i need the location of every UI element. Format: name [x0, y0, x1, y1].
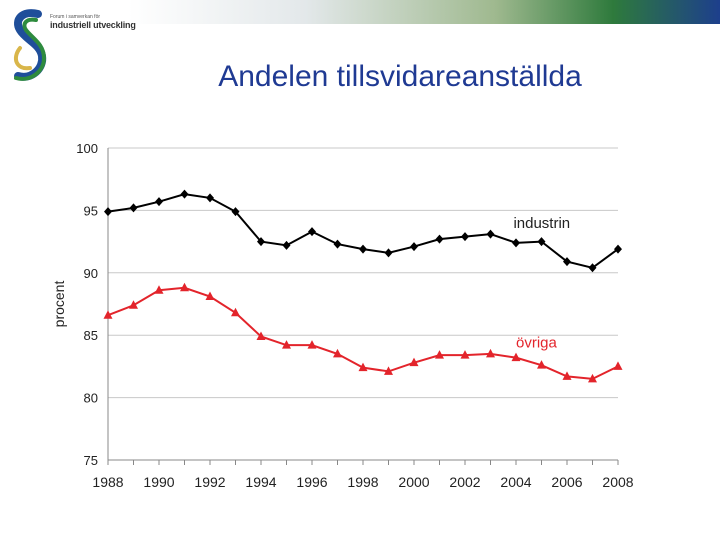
data-point-marker: [154, 285, 164, 294]
data-point-marker: [333, 348, 342, 358]
data-point-marker: [333, 239, 342, 249]
data-point-marker: [359, 244, 367, 254]
series-label-industrin: industrin: [513, 215, 570, 232]
x-tick-label: 2004: [500, 474, 531, 490]
data-point-marker: [588, 263, 597, 273]
data-point-marker: [486, 348, 495, 358]
header-gradient-bar: [128, 0, 720, 24]
data-point-marker: [613, 361, 623, 370]
data-point-marker: [511, 352, 521, 362]
data-point-marker: [409, 357, 419, 367]
data-point-marker: [435, 234, 444, 244]
y-axis-label: procent: [51, 281, 67, 328]
data-point-marker: [512, 238, 520, 248]
organization-tagline: Forum i samverkan för: [50, 14, 101, 20]
data-point-marker: [588, 373, 597, 383]
data-point-marker: [180, 189, 189, 199]
data-point-marker: [410, 242, 418, 252]
x-tick-label: 2008: [602, 474, 633, 490]
series-label-ovriga: övriga: [516, 335, 558, 352]
x-tick-label: 1998: [347, 474, 378, 490]
y-tick-label: 100: [76, 141, 98, 156]
data-point-marker: [435, 350, 444, 359]
data-point-marker: [461, 232, 469, 242]
data-point-marker: [103, 310, 113, 319]
data-point-marker: [460, 350, 470, 359]
logo-icon: [13, 9, 47, 81]
x-tick-label: 1996: [296, 474, 327, 490]
y-tick-label: 85: [84, 328, 98, 343]
x-tick-label: 1990: [143, 474, 174, 490]
data-point-marker: [205, 291, 215, 301]
data-point-marker: [308, 227, 316, 237]
chart-labels: 75 80 85 90 95 100 1988 1990 1992 1994 1996 1998 200…: [51, 141, 634, 490]
data-point-marker: [537, 237, 546, 247]
data-point-marker: [155, 197, 163, 207]
x-tick-label: 1994: [245, 474, 276, 490]
data-point-marker: [358, 362, 368, 372]
data-point-marker: [562, 371, 572, 380]
data-point-marker: [614, 244, 622, 254]
chart-axes: [107, 148, 619, 465]
x-tick-label: 2002: [449, 474, 480, 490]
data-point-marker: [129, 300, 138, 309]
data-point-marker: [231, 207, 240, 217]
data-point-marker: [563, 257, 571, 267]
data-point-marker: [257, 237, 265, 247]
y-tick-label: 80: [84, 391, 98, 406]
organization-name: industriell utveckling: [50, 20, 136, 30]
data-point-marker: [384, 366, 393, 375]
y-tick-label: 75: [84, 453, 98, 468]
data-point-marker: [180, 282, 189, 292]
chart-series: [103, 189, 623, 383]
y-tick-label: 95: [84, 203, 98, 218]
page-title: Andelen tillsvidareanställda: [218, 60, 582, 93]
data-point-marker: [384, 248, 393, 258]
data-point-marker: [282, 240, 291, 250]
data-point-marker: [231, 307, 240, 317]
x-tick-label: 1992: [194, 474, 225, 490]
data-point-marker: [307, 340, 317, 349]
data-point-marker: [256, 331, 266, 340]
x-tick-label: 1988: [92, 474, 123, 490]
data-point-marker: [206, 193, 214, 203]
y-tick-label: 90: [84, 266, 98, 281]
x-tick-label: 2006: [551, 474, 582, 490]
data-point-marker: [129, 203, 138, 213]
data-point-marker: [486, 229, 495, 239]
data-point-marker: [537, 360, 546, 369]
data-point-marker: [282, 340, 291, 349]
x-tick-label: 2000: [398, 474, 429, 490]
data-point-marker: [104, 207, 112, 217]
